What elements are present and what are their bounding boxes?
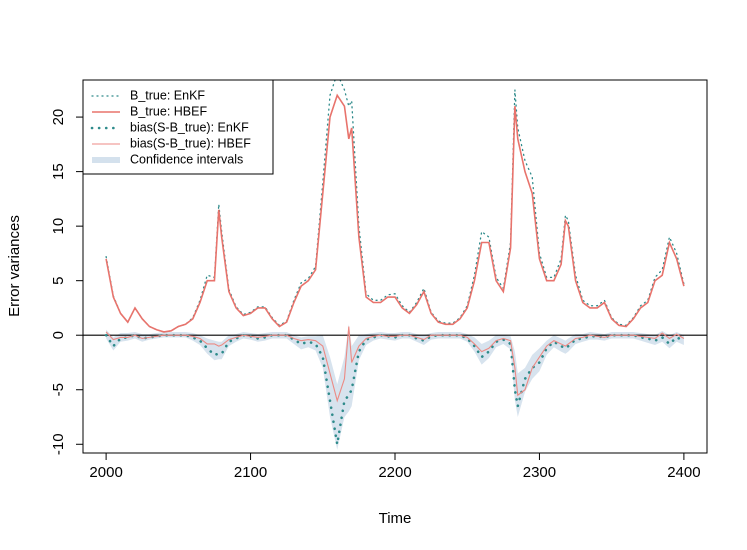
- legend-label: bias(S-B_true): EnKF: [130, 120, 249, 134]
- legend-label: Confidence intervals: [130, 152, 243, 166]
- plot-area: [83, 80, 707, 450]
- series-line: [105, 93, 685, 333]
- legend-label: B_true: HBEF: [130, 104, 207, 118]
- y-tick-label: 0: [50, 331, 67, 339]
- y-tick-label: -5: [50, 383, 67, 396]
- legend-label: B_true: EnKF: [130, 88, 205, 102]
- legend-label: bias(S-B_true): HBEF: [130, 136, 251, 150]
- y-tick-label: 15: [50, 163, 67, 180]
- axes: 2000 2100 2200 2300 2400 -10 -5 0 5 10 15 20: [50, 109, 701, 481]
- legend: B_true: EnKF B_true: HBEF bias(S-B_true): …: [82, 79, 274, 175]
- x-tick-label: 2200: [378, 464, 411, 481]
- x-tick-label: 2300: [523, 464, 556, 481]
- series-line: [104, 333, 686, 445]
- y-tick-label: -10: [50, 433, 67, 455]
- confidence-band: [106, 324, 684, 450]
- y-tick-label: 5: [50, 277, 67, 285]
- x-tick-label: 2000: [89, 464, 122, 481]
- y-tick-label: 20: [50, 109, 67, 126]
- x-tick-label: 2100: [234, 464, 267, 481]
- y-axis-title: Error variances: [6, 215, 23, 317]
- y-tick-label: 10: [50, 218, 67, 235]
- x-axis-title: Time: [379, 510, 412, 527]
- x-tick-label: 2400: [667, 464, 700, 481]
- series-line: [105, 326, 685, 403]
